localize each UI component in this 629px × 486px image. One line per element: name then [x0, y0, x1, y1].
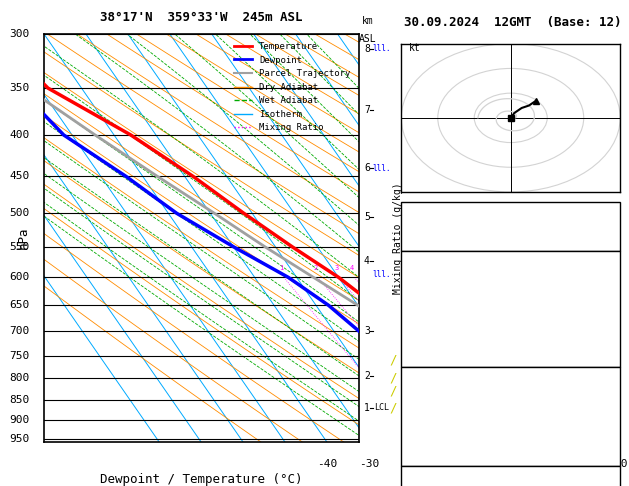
Text: PW (cm): PW (cm) — [404, 238, 448, 248]
Text: 7: 7 — [611, 420, 617, 430]
Text: hPa: hPa — [17, 227, 30, 249]
Text: Hodograph: Hodograph — [482, 469, 539, 479]
Text: Dewpoint / Temperature (°C): Dewpoint / Temperature (°C) — [100, 473, 303, 486]
Text: /: / — [389, 372, 397, 385]
Text: 300: 300 — [9, 29, 30, 39]
Text: /: / — [389, 354, 397, 367]
Text: CIN (J): CIN (J) — [404, 354, 448, 364]
Text: 600: 600 — [9, 272, 30, 282]
Text: 950: 950 — [9, 434, 30, 444]
Text: 650: 650 — [9, 300, 30, 311]
Text: 850: 850 — [9, 395, 30, 404]
Text: 30: 30 — [614, 459, 627, 469]
Text: -30: -30 — [359, 459, 379, 469]
Text: 0: 0 — [611, 354, 617, 364]
Text: 314: 314 — [598, 304, 617, 314]
Text: 800: 800 — [9, 373, 30, 383]
Text: 5: 5 — [364, 212, 370, 222]
Text: 400: 400 — [9, 130, 30, 140]
Text: 0: 0 — [611, 337, 617, 347]
Text: lll.: lll. — [372, 270, 391, 279]
Text: Lifted Index: Lifted Index — [404, 321, 479, 330]
Text: 6: 6 — [364, 163, 370, 174]
Text: θᵉ (K): θᵉ (K) — [404, 403, 442, 413]
Text: LCL: LCL — [374, 403, 389, 412]
Text: 0: 0 — [611, 453, 617, 463]
Text: 450: 450 — [9, 172, 30, 181]
Text: K: K — [404, 205, 411, 215]
Text: 7: 7 — [364, 105, 370, 116]
Text: 3: 3 — [364, 327, 370, 336]
Text: Lifted Index: Lifted Index — [404, 420, 479, 430]
Text: 2: 2 — [313, 265, 318, 271]
Text: 750: 750 — [9, 350, 30, 361]
Text: -10: -10 — [443, 459, 463, 469]
Text: CAPE (J): CAPE (J) — [404, 337, 454, 347]
Text: 38°17'N  359°33'W  245m ASL: 38°17'N 359°33'W 245m ASL — [100, 11, 303, 24]
Text: 1: 1 — [279, 265, 284, 271]
Text: 30.09.2024  12GMT  (Base: 12): 30.09.2024 12GMT (Base: 12) — [404, 16, 621, 29]
Text: 12: 12 — [604, 321, 617, 330]
Text: 1: 1 — [364, 403, 370, 413]
Text: 20: 20 — [572, 459, 586, 469]
Text: 4: 4 — [350, 265, 353, 271]
Text: Temp (°C): Temp (°C) — [404, 271, 460, 281]
Text: /: / — [389, 385, 397, 398]
Text: Pressure (mb): Pressure (mb) — [404, 387, 486, 397]
Text: CAPE (J): CAPE (J) — [404, 436, 454, 446]
Text: ASL: ASL — [359, 34, 376, 44]
Text: 10.2: 10.2 — [592, 288, 617, 297]
Text: 700: 700 — [9, 327, 30, 336]
Text: Most Unstable: Most Unstable — [470, 370, 552, 380]
Text: θᵉ(K): θᵉ(K) — [404, 304, 436, 314]
Text: 324: 324 — [598, 403, 617, 413]
Text: 500: 500 — [9, 208, 30, 218]
Text: 8: 8 — [364, 44, 370, 54]
Text: 29: 29 — [604, 222, 617, 231]
Text: 0: 0 — [491, 459, 498, 469]
Text: lll.: lll. — [372, 164, 391, 173]
Text: 1.94: 1.94 — [592, 238, 617, 248]
Text: -20: -20 — [401, 459, 421, 469]
Text: -40: -40 — [317, 459, 337, 469]
Text: km: km — [362, 16, 373, 26]
Text: 0: 0 — [611, 436, 617, 446]
Text: Dewp (°C): Dewp (°C) — [404, 288, 460, 297]
Text: lll.: lll. — [372, 44, 391, 53]
Text: 3: 3 — [334, 265, 338, 271]
Text: 350: 350 — [9, 83, 30, 93]
Text: 2: 2 — [364, 371, 370, 381]
Text: 4: 4 — [364, 256, 370, 265]
Text: © weatheronline.co.uk: © weatheronline.co.uk — [451, 470, 574, 480]
Text: 750: 750 — [598, 387, 617, 397]
Text: 550: 550 — [9, 242, 30, 252]
Text: 9: 9 — [611, 205, 617, 215]
Text: Totals Totals: Totals Totals — [404, 222, 486, 231]
Text: Mixing Ratio (g/kg): Mixing Ratio (g/kg) — [392, 182, 403, 294]
Text: 900: 900 — [9, 415, 30, 425]
Text: CIN (J): CIN (J) — [404, 453, 448, 463]
Text: Surface: Surface — [489, 255, 533, 264]
Text: kt: kt — [409, 43, 420, 53]
Text: 18.2: 18.2 — [592, 271, 617, 281]
Legend: Temperature, Dewpoint, Parcel Trajectory, Dry Adiabat, Wet Adiabat, Isotherm, Mi: Temperature, Dewpoint, Parcel Trajectory… — [230, 38, 354, 136]
Text: /: / — [389, 401, 397, 414]
Text: 10: 10 — [530, 459, 543, 469]
